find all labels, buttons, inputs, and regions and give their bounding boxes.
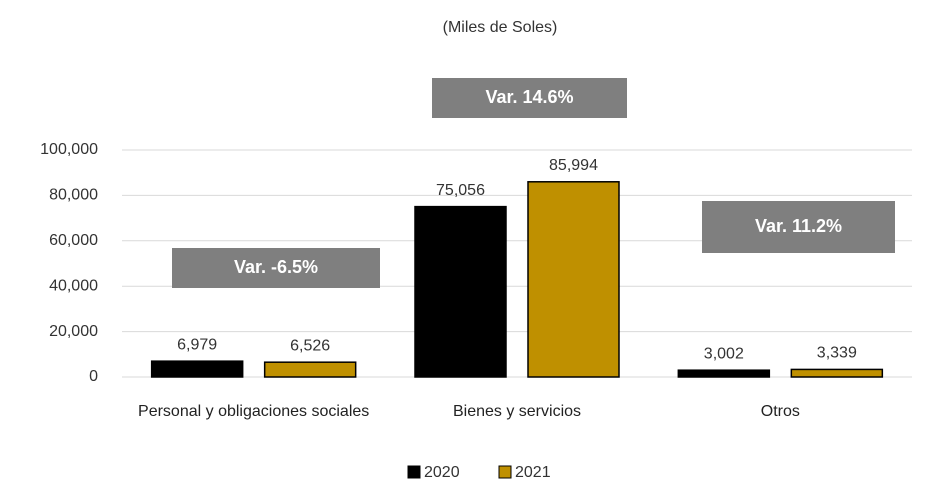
legend-swatch — [498, 465, 512, 479]
bar — [527, 181, 620, 378]
x-tick-label: Personal y obligaciones sociales — [138, 403, 370, 420]
annotation: Var. -6.5% — [234, 257, 318, 277]
y-tick-label: 40,000 — [49, 277, 98, 294]
x-tick-label: Otros — [760, 403, 800, 420]
annotation-box — [432, 78, 627, 118]
y-tick-label: 20,000 — [49, 323, 98, 340]
y-tick-label: 80,000 — [49, 187, 98, 204]
bar — [263, 361, 357, 378]
data-label: 85,994 — [549, 157, 598, 174]
bar — [150, 360, 244, 378]
y-tick-label: 60,000 — [49, 232, 98, 249]
legend-swatch — [407, 465, 421, 479]
legend-label: 2020 — [424, 464, 460, 481]
annotation-box — [702, 201, 895, 253]
bar — [414, 205, 507, 378]
chart-subtitle: (Miles de Soles) — [443, 19, 558, 36]
y-tick-label: 0 — [89, 368, 98, 385]
x-tick-label: Bienes y servicios — [452, 403, 582, 420]
annotation-box — [172, 248, 380, 288]
annotation: Var. 14.6% — [485, 87, 573, 107]
data-label: 6,526 — [290, 337, 330, 354]
data-label: 3,002 — [704, 345, 744, 362]
annotation: Var. 11.2% — [755, 216, 842, 236]
y-tick-label: 100,000 — [40, 141, 98, 158]
legend-label: 2021 — [515, 464, 551, 481]
bar — [677, 369, 771, 378]
bar — [790, 368, 884, 378]
data-label: 6,979 — [177, 336, 217, 353]
data-label: 75,056 — [436, 182, 485, 199]
data-label: 3,339 — [817, 345, 857, 362]
